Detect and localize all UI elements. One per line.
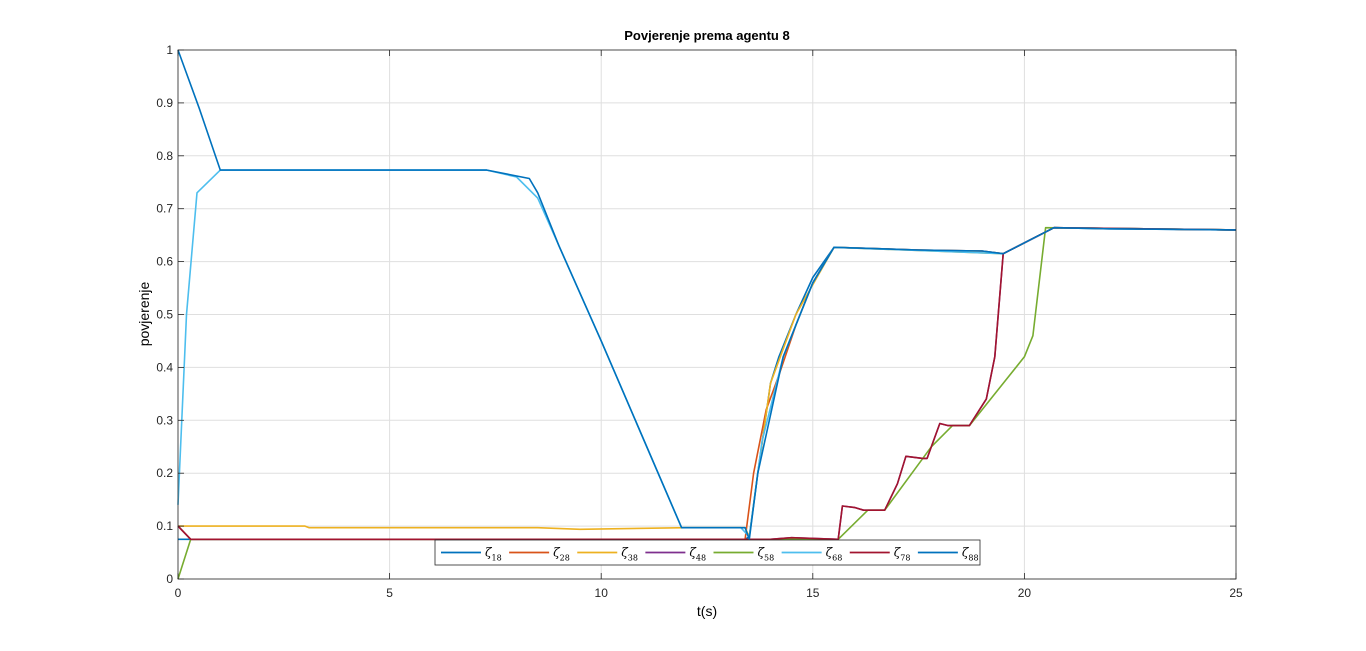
x-tick-label: 15	[806, 586, 820, 600]
legend-label-28: ζ28	[553, 546, 570, 563]
y-tick-label: 0.1	[156, 519, 173, 533]
legend-symbol: ζ	[826, 546, 834, 560]
legend-symbol: ζ	[553, 546, 561, 560]
x-tick-label: 20	[1018, 586, 1032, 600]
legend-subscript: 68	[832, 554, 842, 563]
series-line-78	[177, 226, 1237, 541]
legend-subscript: 18	[492, 554, 502, 563]
y-tick-label: 1	[166, 43, 173, 57]
legend-label-88: ζ88	[962, 546, 979, 563]
legend-label-58: ζ58	[758, 546, 775, 563]
x-tick-label: 5	[386, 586, 393, 600]
legend: ζ18 ζ28 ζ38 ζ48 ζ58 ζ68 ζ78 ζ88	[434, 539, 981, 566]
series-layer	[177, 49, 1237, 580]
legend-label-48: ζ48	[689, 546, 706, 563]
legend-symbol: ζ	[621, 546, 629, 560]
y-tick-label: 0.5	[156, 308, 173, 322]
y-axis-label: povjerenje	[136, 281, 152, 346]
legend-subscript: 28	[560, 554, 570, 563]
ticks: 0 5 10 15 20 25 0 0.1 0.2 0.3 0.4 0.5 0.6 0.7 0.8 0.9 1	[156, 43, 1243, 600]
legend-symbol: ζ	[689, 546, 697, 560]
y-tick-label: 0.6	[156, 255, 173, 269]
series-line-88	[177, 49, 1237, 541]
x-tick-label: 25	[1229, 586, 1243, 600]
y-tick-label: 0.2	[156, 466, 173, 480]
x-axis-label: t(s)	[697, 603, 717, 619]
y-tick-label: 0.4	[156, 360, 173, 374]
legend-label-18: ζ18	[485, 546, 502, 563]
y-tick-label: 0	[166, 572, 173, 586]
legend-subscript: 48	[696, 554, 706, 563]
x-tick-label: 0	[175, 586, 182, 600]
y-tick-label: 0.8	[156, 149, 173, 163]
legend-subscript: 58	[764, 554, 774, 563]
legend-symbol: ζ	[962, 546, 970, 560]
legend-symbol: ζ	[758, 546, 766, 560]
legend-label-38: ζ38	[621, 546, 638, 563]
legend-label-68: ζ68	[826, 546, 843, 563]
y-tick-label: 0.7	[156, 202, 173, 216]
legend-symbol: ζ	[485, 546, 493, 560]
y-tick-label: 0.9	[156, 96, 173, 110]
legend-label-78: ζ78	[894, 546, 911, 563]
legend-subscript: 88	[968, 554, 978, 563]
legend-subscript: 78	[900, 554, 910, 563]
y-tick-label: 0.3	[156, 413, 173, 427]
legend-symbol: ζ	[894, 546, 902, 560]
x-tick-label: 10	[595, 586, 609, 600]
chart-title: Povjerenje prema agentu 8	[624, 28, 789, 43]
legend-subscript: 38	[628, 554, 638, 563]
